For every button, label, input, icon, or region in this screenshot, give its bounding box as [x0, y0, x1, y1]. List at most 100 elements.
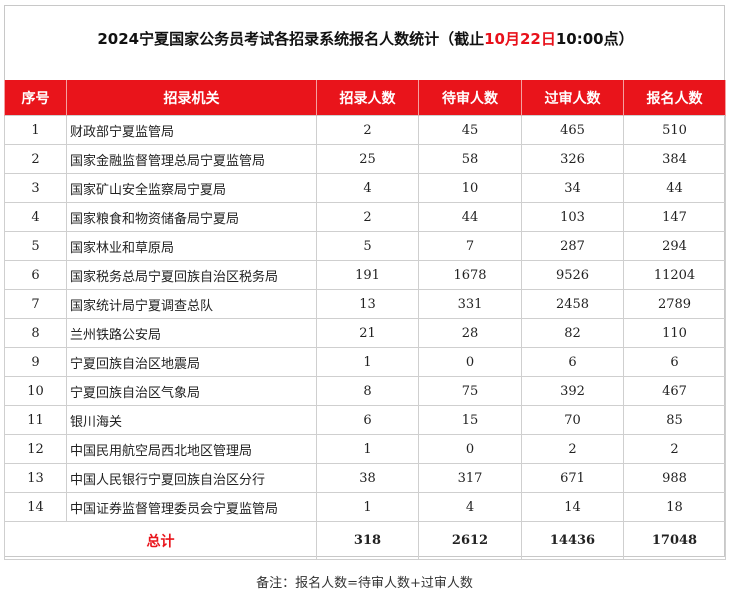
table-row: 13 中国人民银行宁夏回族自治区分行 38 317 671 988: [4, 463, 726, 493]
row-recruit: 38: [316, 463, 419, 493]
row-pending: 44: [418, 202, 522, 232]
row-pending: 0: [418, 347, 522, 377]
row-approved: 82: [521, 318, 624, 348]
row-agency: 银川海关: [66, 405, 317, 435]
table-row: 2 国家金融监督管理总局宁夏监管局 25 58 326 384: [4, 144, 726, 174]
title-suffix: 10:00点）: [555, 30, 634, 48]
row-applicants: 110: [623, 318, 726, 348]
row-pending: 1678: [418, 260, 522, 290]
header-recruit: 招录人数: [316, 80, 419, 116]
table-row: 9 宁夏回族自治区地震局 1 0 6 6: [4, 347, 726, 377]
row-recruit: 25: [316, 144, 419, 174]
table-row: 14 中国证券监督管理委员会宁夏监管局 1 4 14 18: [4, 492, 726, 522]
row-index: 3: [4, 173, 67, 203]
row-agency: 财政部宁夏监管局: [66, 115, 317, 145]
row-applicants: 6: [623, 347, 726, 377]
row-recruit: 5: [316, 231, 419, 261]
row-index: 11: [4, 405, 67, 435]
table-row: 6 国家税务总局宁夏回族自治区税务局 191 1678 9526 11204: [4, 260, 726, 290]
row-approved: 326: [521, 144, 624, 174]
statistics-table: 序号 招录机关 招录人数 待审人数 过审人数 报名人数 1 财政部宁夏监管局 2 45…: [4, 80, 726, 560]
row-index: 14: [4, 492, 67, 522]
table-row: 10 宁夏回族自治区气象局 8 75 392 467: [4, 376, 726, 406]
row-applicants: 294: [623, 231, 726, 261]
row-index: 2: [4, 144, 67, 174]
row-pending: 15: [418, 405, 522, 435]
row-recruit: 2: [316, 115, 419, 145]
row-pending: 331: [418, 289, 522, 319]
row-agency: 国家统计局宁夏调查总队: [66, 289, 317, 319]
table-row: 12 中国民用航空局西北地区管理局 1 0 2 2: [4, 434, 726, 464]
table-row: 7 国家统计局宁夏调查总队 13 331 2458 2789: [4, 289, 726, 319]
row-agency: 中国证券监督管理委员会宁夏监管局: [66, 492, 317, 522]
row-index: 13: [4, 463, 67, 493]
row-agency: 宁夏回族自治区地震局: [66, 347, 317, 377]
row-agency: 国家矿山安全监察局宁夏局: [66, 173, 317, 203]
row-approved: 34: [521, 173, 624, 203]
row-approved: 2458: [521, 289, 624, 319]
row-applicants: 147: [623, 202, 726, 232]
header-pending: 待审人数: [418, 80, 522, 116]
total-recruit: 318: [316, 521, 419, 560]
row-recruit: 1: [316, 492, 419, 522]
row-agency: 宁夏回族自治区气象局: [66, 376, 317, 406]
page-title: 2024宁夏国家公务员考试各招录系统报名人数统计（截止10月22日10:00点）: [5, 28, 726, 49]
table-row: 11 银川海关 6 15 70 85: [4, 405, 726, 435]
row-index: 4: [4, 202, 67, 232]
row-applicants: 11204: [623, 260, 726, 290]
table-row: 1 财政部宁夏监管局 2 45 465 510: [4, 115, 726, 145]
row-recruit: 21: [316, 318, 419, 348]
row-approved: 287: [521, 231, 624, 261]
row-recruit: 13: [316, 289, 419, 319]
row-recruit: 4: [316, 173, 419, 203]
row-index: 6: [4, 260, 67, 290]
total-pending: 2612: [418, 521, 522, 560]
row-index: 9: [4, 347, 67, 377]
row-recruit: 8: [316, 376, 419, 406]
total-row: 总计 318 2612 14436 17048: [4, 521, 726, 560]
row-applicants: 467: [623, 376, 726, 406]
row-applicants: 18: [623, 492, 726, 522]
row-index: 5: [4, 231, 67, 261]
row-pending: 28: [418, 318, 522, 348]
row-pending: 317: [418, 463, 522, 493]
table-row: 3 国家矿山安全监察局宁夏局 4 10 34 44: [4, 173, 726, 203]
header-agency: 招录机关: [66, 80, 317, 116]
row-recruit: 2: [316, 202, 419, 232]
row-applicants: 85: [623, 405, 726, 435]
row-recruit: 191: [316, 260, 419, 290]
header-row: 序号 招录机关 招录人数 待审人数 过审人数 报名人数: [4, 80, 726, 116]
title-prefix: 2024宁夏国家公务员考试各招录系统报名人数统计（截止: [97, 30, 485, 48]
row-index: 10: [4, 376, 67, 406]
total-applicants: 17048: [623, 521, 726, 560]
row-approved: 465: [521, 115, 624, 145]
row-approved: 70: [521, 405, 624, 435]
header-index: 序号: [4, 80, 67, 116]
title-date-highlight: 10月22日: [484, 30, 556, 48]
row-index: 12: [4, 434, 67, 464]
row-agency: 中国人民银行宁夏回族自治区分行: [66, 463, 317, 493]
row-applicants: 2789: [623, 289, 726, 319]
row-pending: 58: [418, 144, 522, 174]
row-pending: 0: [418, 434, 522, 464]
row-applicants: 2: [623, 434, 726, 464]
row-agency: 中国民用航空局西北地区管理局: [66, 434, 317, 464]
row-applicants: 510: [623, 115, 726, 145]
row-recruit: 1: [316, 434, 419, 464]
row-approved: 6: [521, 347, 624, 377]
row-agency: 国家粮食和物资储备局宁夏局: [66, 202, 317, 232]
row-index: 7: [4, 289, 67, 319]
table-body: 1 财政部宁夏监管局 2 45 465 510 2 国家金融监督管理总局宁夏监管局 25 58 32…: [4, 115, 726, 522]
row-agency: 国家金融监督管理总局宁夏监管局: [66, 144, 317, 174]
footnote: 备注：报名人数=待审人数+过审人数: [256, 576, 473, 591]
row-recruit: 1: [316, 347, 419, 377]
header-applicants: 报名人数: [623, 80, 726, 116]
row-index: 1: [4, 115, 67, 145]
row-agency: 国家林业和草原局: [66, 231, 317, 261]
row-pending: 75: [418, 376, 522, 406]
row-approved: 9526: [521, 260, 624, 290]
row-approved: 103: [521, 202, 624, 232]
header-approved: 过审人数: [521, 80, 624, 116]
row-pending: 45: [418, 115, 522, 145]
row-approved: 2: [521, 434, 624, 464]
